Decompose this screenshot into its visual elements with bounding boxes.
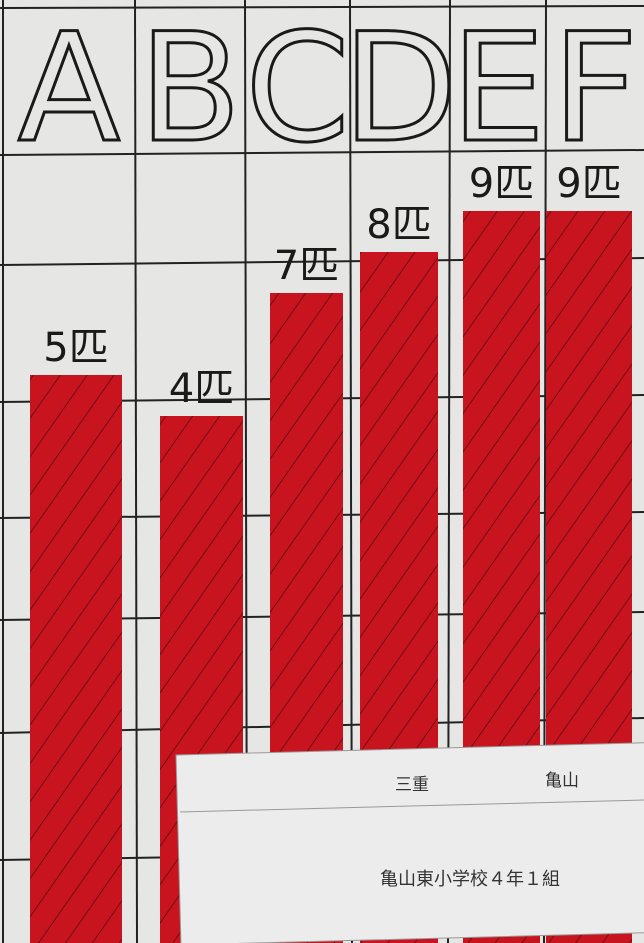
category-label: D <box>342 2 458 176</box>
category-label: B <box>139 2 242 176</box>
value-label: 4匹 <box>169 366 234 412</box>
category-label: E <box>451 2 546 176</box>
category-label: C <box>245 2 350 176</box>
class-name: 亀山東小学校４年１組 <box>380 869 560 890</box>
sheet-rule <box>179 799 644 813</box>
category-label: A <box>18 2 121 176</box>
category-label: F <box>552 2 638 176</box>
name-sheet: 三重 亀山 亀山東小学校４年１組 <box>175 742 644 943</box>
value-label: 5匹 <box>43 325 108 371</box>
value-label: 9匹 <box>556 161 621 207</box>
city: 亀山 <box>545 771 579 791</box>
prefecture: 三重 <box>395 775 429 795</box>
bar-hatch <box>30 375 122 943</box>
value-label: 7匹 <box>274 243 339 289</box>
value-label: 9匹 <box>469 161 534 207</box>
value-label: 8匹 <box>366 202 431 248</box>
sheet-card <box>175 742 644 943</box>
